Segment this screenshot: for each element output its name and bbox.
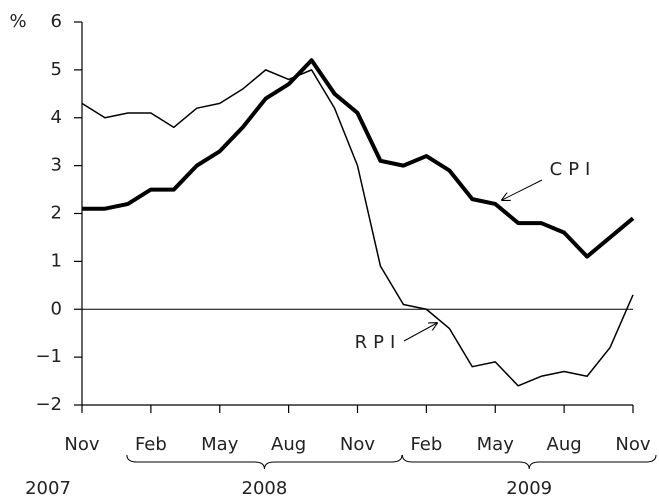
year-label: 2008: [242, 478, 288, 499]
label-arrow: [403, 323, 437, 342]
y-tick-label: 5: [51, 59, 62, 80]
year-brace: [401, 454, 657, 470]
x-tick-label: Nov: [615, 434, 650, 455]
y-tick-label: 6: [51, 11, 62, 32]
y-tick-label: 1: [51, 250, 62, 271]
series-label: CPI: [550, 159, 597, 180]
x-tick-label: Nov: [340, 434, 375, 455]
x-tick-label: Aug: [547, 434, 582, 455]
x-tick-label: Nov: [64, 434, 99, 455]
y-tick-label: −1: [35, 346, 62, 367]
y-axis-label: %: [9, 11, 26, 32]
series-label: RPI: [355, 332, 402, 353]
y-tick-label: −2: [35, 394, 62, 415]
year-label: 2007: [25, 478, 71, 499]
series-line: [82, 58, 635, 259]
x-tick-label: May: [477, 434, 515, 455]
x-tick-label: Aug: [271, 434, 306, 455]
x-tick-label: Feb: [410, 434, 442, 455]
x-tick-label: May: [201, 434, 239, 455]
x-tick-label: Feb: [135, 434, 167, 455]
year-brace: [126, 454, 403, 470]
y-tick-label: 2: [51, 203, 62, 224]
y-tick-label: 4: [51, 107, 62, 128]
series-line: [81, 69, 634, 387]
label-arrow: [502, 179, 543, 200]
year-label: 2009: [506, 478, 552, 499]
y-tick-label: 0: [51, 298, 62, 319]
y-tick-label: 3: [51, 155, 62, 176]
